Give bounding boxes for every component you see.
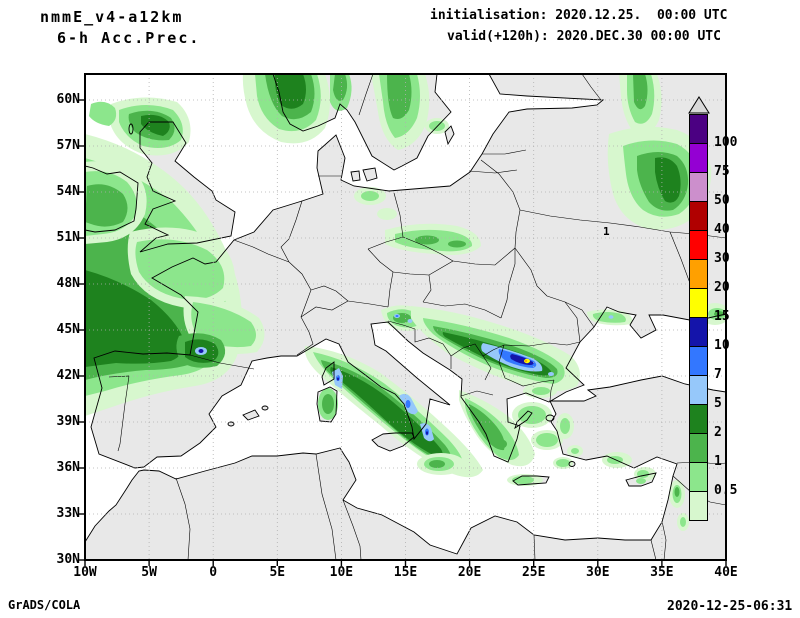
lon-tick-label: 30E <box>586 565 610 580</box>
legend-arrow-icon <box>688 96 710 114</box>
lat-tick-label: 39N <box>56 414 80 429</box>
legend-value-label: 40 <box>714 222 730 237</box>
lon-tick-label: 40E <box>714 565 738 580</box>
lat-tick-label: 57N <box>56 138 80 153</box>
lat-tick-label: 42N <box>56 368 80 383</box>
legend-value-label: 75 <box>714 164 730 179</box>
legend-color-segment <box>689 462 708 492</box>
lon-tick-label: 25E <box>521 565 546 580</box>
legend-color-segment <box>689 230 708 260</box>
legend-color-segment <box>689 259 708 289</box>
country-borders <box>108 74 726 560</box>
lon-tick-label: 15E <box>393 565 418 580</box>
lat-tick-label: 36N <box>56 460 80 475</box>
legend-color-segment <box>689 317 708 347</box>
legend-value-label: 5 <box>714 396 722 411</box>
legend-value-label: 30 <box>714 251 730 266</box>
legend-color-segment <box>689 346 708 376</box>
europe-precip-map: 1 <box>79 73 727 566</box>
valid-time-label: valid(+120h): 2020.DEC.30 00:00 UTC <box>447 29 721 44</box>
product-title: 6-h Acc.Prec. <box>57 29 201 47</box>
lon-tick-label: 5W <box>141 565 157 580</box>
legend-color-segment <box>689 288 708 318</box>
legend-value-label: 0.5 <box>714 483 738 498</box>
legend-color-segment <box>689 114 708 144</box>
legend-color-segment <box>689 375 708 405</box>
lon-tick-label: 35E <box>650 565 674 580</box>
contour-label: 1 <box>603 225 610 238</box>
lon-tick-label: 5E <box>269 565 286 580</box>
legend-value-label: 15 <box>714 309 730 324</box>
lon-tick-label: 0 <box>209 565 218 580</box>
graticule-grid <box>85 74 726 560</box>
init-time-label: initialisation: 2020.12.25. 00:00 UTC <box>430 8 728 23</box>
lon-tick-label: 10W <box>73 565 97 580</box>
legend-value-label: 20 <box>714 280 730 295</box>
lat-tick-label: 33N <box>56 506 80 521</box>
legend-value-label: 7 <box>714 367 722 382</box>
legend-value-label: 100 <box>714 135 738 150</box>
colorbar-legend: 100 75 50 40 30 20 15 10 7 5 2 1 0.5 <box>688 96 738 528</box>
lat-tick-label: 60N <box>56 92 80 107</box>
generation-timestamp: 2020-12-25-06:31 <box>667 599 793 614</box>
model-title: nmmE_v4-a12km <box>40 8 184 26</box>
lon-tick-label: 20E <box>457 565 482 580</box>
lat-tick-label: 48N <box>56 276 80 291</box>
legend-color-segment <box>689 491 708 521</box>
lat-tick-label: 51N <box>56 230 80 245</box>
legend-color-segment <box>689 201 708 231</box>
grads-credit: GrADS/COLA <box>8 598 81 612</box>
map-area: 1 <box>79 73 727 566</box>
legend-value-label: 50 <box>714 193 730 208</box>
map-frame <box>84 73 727 561</box>
lat-tick-label: 30N <box>56 552 80 567</box>
lon-tick-label: 10E <box>329 565 354 580</box>
legend-color-segment <box>689 143 708 173</box>
legend-value-label: 1 <box>714 454 722 469</box>
legend-color-segment <box>689 433 708 463</box>
legend-value-label: 2 <box>714 425 722 440</box>
legend-color-segment <box>689 172 708 202</box>
legend-color-segment <box>689 404 708 434</box>
lat-tick-label: 54N <box>56 184 80 199</box>
legend-value-label: 10 <box>714 338 730 353</box>
precip-shading <box>85 74 726 531</box>
lat-tick-label: 45N <box>56 322 80 337</box>
